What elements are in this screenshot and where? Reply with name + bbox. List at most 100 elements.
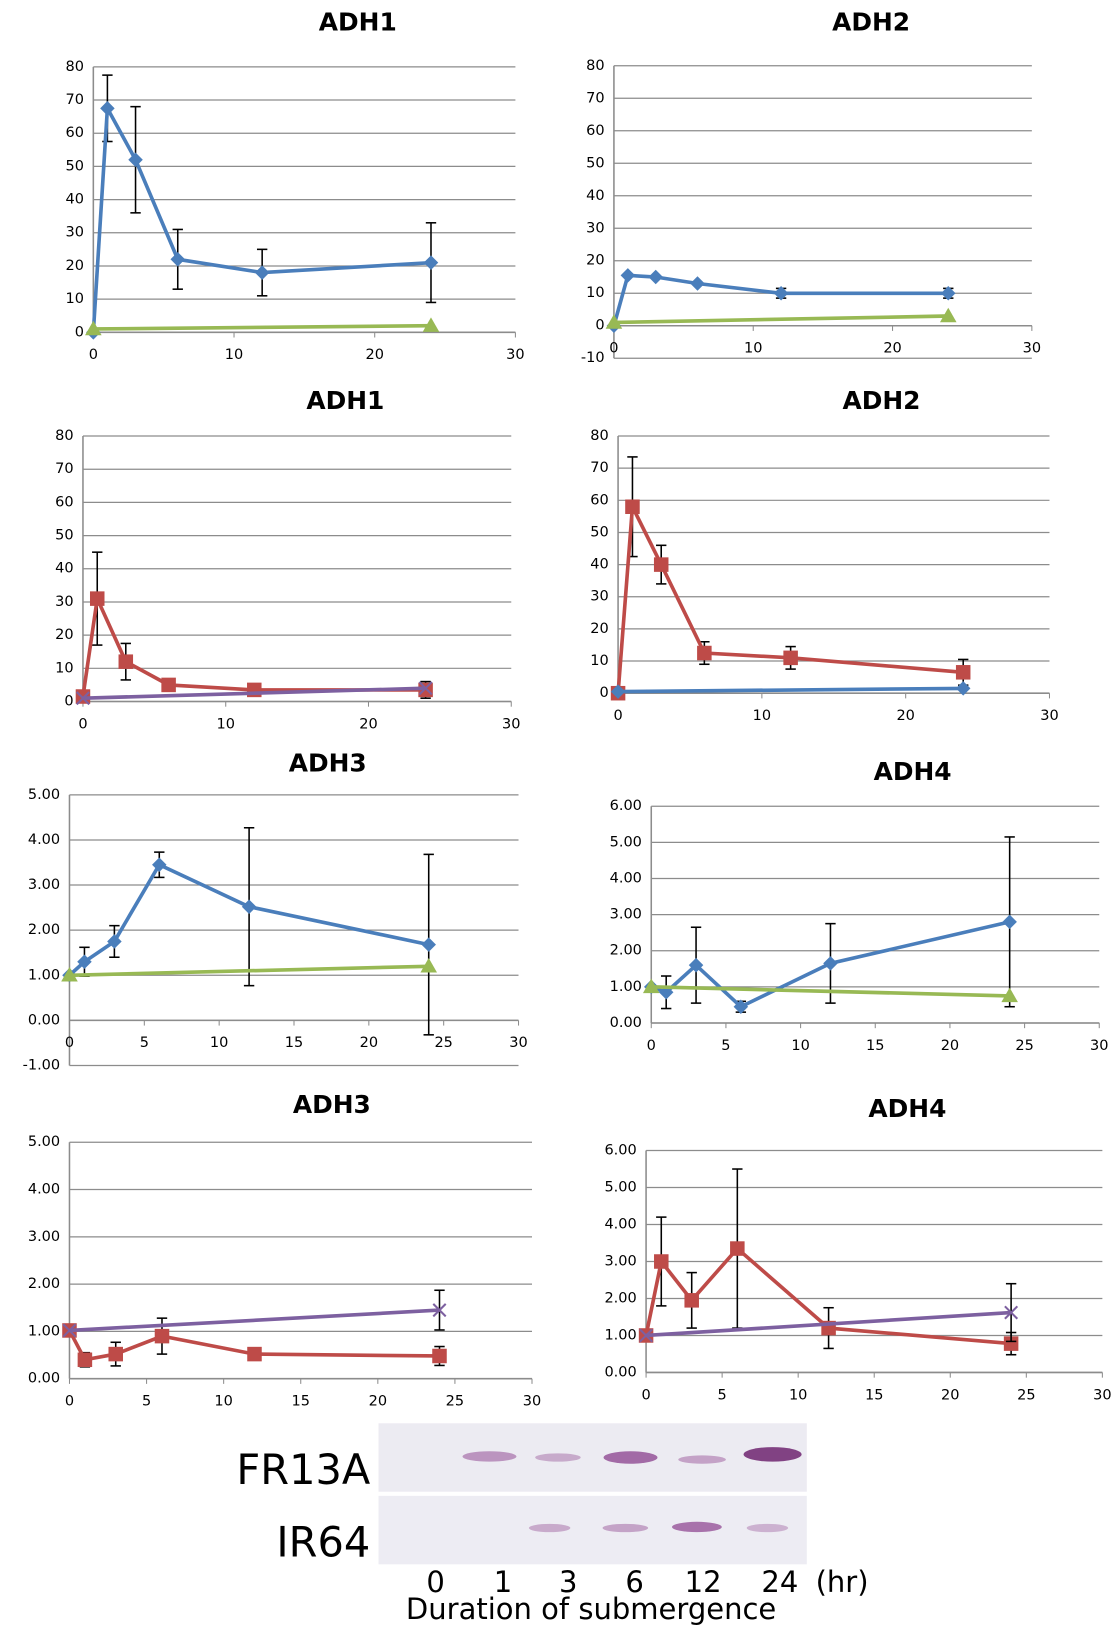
y-tick-label: 30 [590, 589, 608, 605]
point [161, 678, 176, 693]
y-tick-label: 70 [55, 461, 73, 477]
point [1002, 915, 1017, 930]
blot-lane-panel [379, 1423, 807, 1491]
y-tick-label: 0.00 [610, 1015, 642, 1031]
y-tick-label: 60 [55, 494, 73, 510]
y-tick-label: 80 [590, 428, 608, 444]
y-tick-label: 80 [55, 428, 73, 444]
point [255, 265, 270, 280]
y-tick-label: 10 [586, 285, 604, 301]
y-tick-label: 4.00 [28, 1182, 60, 1198]
y-tick-label: 30 [55, 594, 73, 610]
chart: ADH2-10010203040506070800102030 [581, 7, 1041, 366]
point [690, 276, 705, 291]
y-tick-label: 80 [66, 59, 84, 75]
y-tick-label: 70 [66, 92, 84, 108]
x-tick-label: 20 [941, 1038, 959, 1054]
x-tick-label: 30 [1093, 1387, 1111, 1403]
y-tick-label: 5.00 [28, 1134, 60, 1150]
y-tick-label: 5.00 [610, 834, 642, 850]
y-tick-label: 2.00 [610, 943, 642, 959]
x-tick-label: 20 [883, 341, 901, 357]
point [956, 665, 971, 680]
point [421, 937, 436, 952]
blot-lane-panel [379, 1496, 807, 1564]
y-tick-label: 70 [590, 460, 608, 476]
y-tick-label: 3.00 [28, 1229, 60, 1245]
x-tick-label: 25 [1015, 1038, 1033, 1054]
y-tick-label: 0.00 [604, 1364, 636, 1380]
y-tick-label: 0.00 [28, 1371, 60, 1387]
y-tick-label: 10 [590, 653, 608, 669]
y-tick-label: 1.00 [28, 967, 60, 983]
y-tick-label: 10 [55, 660, 73, 676]
point [648, 270, 663, 285]
y-tick-label: 80 [586, 58, 604, 74]
y-tick-label: 0 [64, 694, 73, 710]
x-tick-label: 10 [791, 1038, 809, 1054]
y-tick-label: 30 [586, 220, 604, 236]
chart-title: ADH3 [289, 749, 367, 778]
x-tick-label: 10 [225, 347, 243, 363]
x-tick-label: 15 [292, 1393, 310, 1409]
x-tick-label: 10 [753, 708, 771, 724]
chart: ADH2010203040506070800102030 [590, 386, 1058, 724]
x-tick-label: 0 [609, 341, 618, 357]
y-tick-label: 60 [66, 125, 84, 141]
point [119, 654, 134, 669]
point [242, 899, 257, 914]
point [783, 651, 798, 666]
band [603, 1524, 649, 1532]
x-tick-label: 0 [78, 716, 87, 732]
point [432, 1349, 447, 1364]
x-tick-label: 0 [65, 1393, 74, 1409]
x-tick-label: 25 [1017, 1387, 1035, 1403]
y-tick-label: 4.00 [610, 870, 642, 886]
y-tick-label: 20 [66, 258, 84, 274]
x-tick-label: 20 [369, 1393, 387, 1409]
y-tick-label: 40 [590, 557, 608, 573]
chart-title: ADH3 [293, 1090, 371, 1119]
chart-title: ADH2 [832, 7, 910, 36]
x-tick-label: 0 [89, 347, 98, 363]
y-tick-label: 30 [66, 225, 84, 241]
x-tick-label: 10 [217, 716, 235, 732]
point [654, 1254, 669, 1269]
chart-title: ADH4 [868, 1094, 946, 1123]
band [747, 1524, 788, 1532]
point [90, 591, 105, 606]
y-tick-label: 20 [55, 627, 73, 643]
band [672, 1522, 722, 1532]
x-tick-label: 5 [718, 1387, 727, 1403]
y-tick-label: 40 [55, 561, 73, 577]
y-tick-label: 60 [590, 492, 608, 508]
point [108, 1347, 123, 1362]
y-tick-label: 40 [586, 188, 604, 204]
x-tick-label: 0 [65, 1035, 74, 1051]
point [424, 255, 439, 270]
band [529, 1524, 570, 1532]
y-tick-label: 4.00 [28, 832, 60, 848]
y-tick-label: 70 [586, 90, 604, 106]
blot-row-label: FR13A [236, 1445, 370, 1494]
y-tick-label: 5.00 [28, 787, 60, 803]
band [678, 1455, 726, 1463]
y-tick-label: 6.00 [610, 798, 642, 814]
blot-x-label: Duration of submergence [406, 1592, 776, 1626]
y-tick-label: -10 [581, 350, 605, 366]
y-tick-label: 3.00 [604, 1253, 636, 1269]
blot: FR13A IR64 0 1 3 6 12 24 (hr) Duration o… [236, 1423, 868, 1626]
y-tick-label: 0.00 [28, 1012, 60, 1028]
x-tick-label: 0 [613, 708, 622, 724]
x-tick-label: 30 [509, 1035, 527, 1051]
chart: ADH30.001.002.003.004.005.00051015202530 [28, 1090, 541, 1410]
y-tick-label: 1.00 [610, 979, 642, 995]
x-tick-label: 30 [1023, 341, 1041, 357]
x-tick-label: 20 [896, 708, 914, 724]
series-line [69, 1310, 439, 1330]
y-tick-label: 5.00 [604, 1180, 636, 1196]
x-tick-label: 10 [210, 1035, 228, 1051]
band [604, 1451, 658, 1463]
point [100, 101, 115, 116]
